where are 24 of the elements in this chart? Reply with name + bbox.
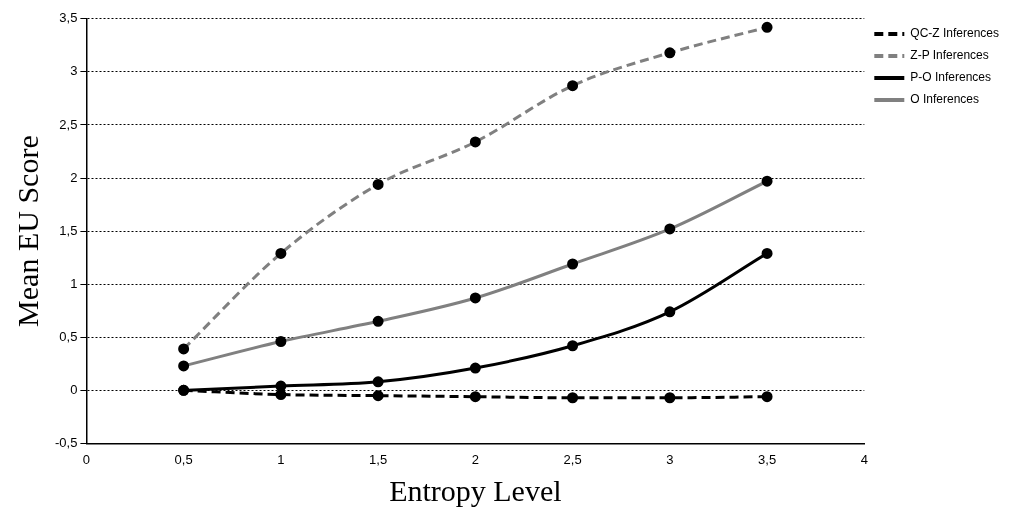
x-tick-label: 4 (860, 451, 868, 467)
x-tick-label: 2,5 (563, 451, 582, 467)
y-tick-label: -0,5 (54, 434, 78, 450)
x-axis-title: Entropy Level (389, 473, 562, 507)
y-tick-label: 1,5 (59, 222, 78, 238)
legend-label: Z-P Inferences (910, 48, 989, 63)
x-tick-label: 2 (471, 451, 479, 467)
y-tick-label: 0,5 (59, 328, 78, 344)
x-tick-label: 3,5 (758, 451, 777, 467)
y-tick-label: 3,5 (59, 10, 78, 26)
x-tick-label: 1,5 (369, 451, 388, 467)
y-tick-label: 0 (70, 381, 78, 397)
y-tick-label: 3 (70, 63, 78, 79)
y-tick-label: 2,5 (59, 116, 78, 132)
x-tick-label: 0 (82, 451, 91, 467)
y-tick-label: 2 (70, 169, 78, 185)
x-tick-label: 3 (666, 451, 674, 467)
legend-label: O Inferences (910, 92, 980, 107)
legend-label: QC-Z Inferences (910, 26, 1000, 41)
y-tick-label: 1 (70, 275, 78, 291)
x-tick-label: 1 (277, 451, 285, 467)
y-axis-title: Mean EU Score (10, 135, 44, 327)
x-tick-label: 0,5 (174, 451, 193, 467)
legend-label: P-O Inferences (910, 70, 992, 85)
